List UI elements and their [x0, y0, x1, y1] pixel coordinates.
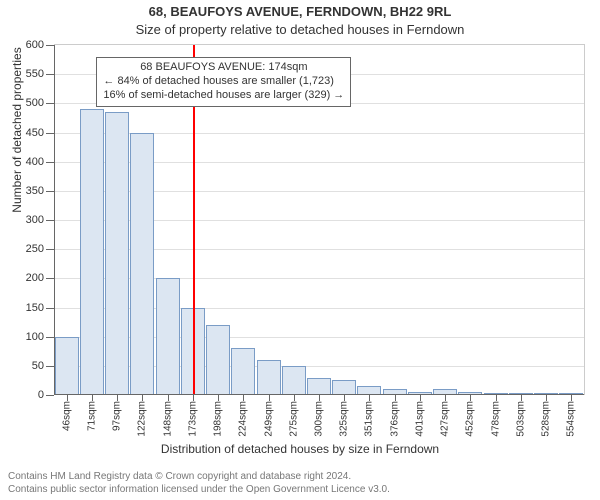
histogram-bar	[156, 278, 180, 395]
histogram-bar	[80, 109, 104, 395]
y-tick-label: 250	[26, 243, 44, 255]
x-tick-label: 300sqm	[314, 401, 325, 437]
histogram-bar	[257, 360, 281, 395]
y-tick	[46, 103, 54, 104]
histogram-bar	[282, 366, 306, 395]
footer-line2: Contains public sector information licen…	[8, 483, 592, 496]
x-tick-label: 275sqm	[288, 401, 299, 437]
y-tick	[46, 366, 54, 367]
y-tick	[46, 308, 54, 309]
histogram-bar	[55, 337, 79, 395]
plot-inner: 68 BEAUFOYS AVENUE: 174sqm← 84% of detac…	[54, 45, 584, 395]
y-tick-label: 500	[26, 97, 44, 109]
y-tick	[46, 74, 54, 75]
footer-attribution: Contains HM Land Registry data © Crown c…	[8, 470, 592, 496]
x-tick-label: 249sqm	[263, 401, 274, 437]
x-tick-label: 97sqm	[112, 401, 123, 431]
x-tick-label: 173sqm	[187, 401, 198, 437]
histogram-bar	[231, 348, 255, 395]
x-tick-label: 351sqm	[364, 401, 375, 437]
x-tick-label: 224sqm	[238, 401, 249, 437]
chart-title-line2: Size of property relative to detached ho…	[0, 22, 600, 37]
y-tick	[46, 45, 54, 46]
y-axis-line	[54, 45, 55, 395]
histogram-bar	[332, 380, 356, 395]
x-tick-label: 325sqm	[339, 401, 350, 437]
plot-area: 68 BEAUFOYS AVENUE: 174sqm← 84% of detac…	[54, 44, 585, 395]
y-tick	[46, 249, 54, 250]
x-axis-label: Distribution of detached houses by size …	[0, 442, 600, 456]
histogram-bar	[206, 325, 230, 395]
y-tick-label: 200	[26, 272, 44, 284]
annotation-box: 68 BEAUFOYS AVENUE: 174sqm← 84% of detac…	[96, 57, 351, 106]
y-axis-label: Number of detached properties	[10, 30, 24, 230]
histogram-bar	[307, 378, 331, 396]
annotation-line: 68 BEAUFOYS AVENUE: 174sqm	[103, 61, 344, 75]
y-tick	[46, 337, 54, 338]
y-tick-label: 150	[26, 302, 44, 314]
y-tick	[46, 278, 54, 279]
x-tick-label: 478sqm	[490, 401, 501, 437]
x-tick-label: 198sqm	[213, 401, 224, 437]
y-tick-label: 450	[26, 127, 44, 139]
y-tick-label: 0	[38, 389, 44, 401]
x-tick-label: 148sqm	[162, 401, 173, 437]
x-tick-label: 46sqm	[61, 401, 72, 431]
x-tick-label: 427sqm	[440, 401, 451, 437]
y-tick	[46, 395, 54, 396]
chart-container: 68, BEAUFOYS AVENUE, FERNDOWN, BH22 9RL …	[0, 0, 600, 500]
annotation-line: ← 84% of detached houses are smaller (1,…	[103, 75, 344, 89]
y-tick-label: 600	[26, 39, 44, 51]
x-tick-label: 503sqm	[515, 401, 526, 437]
y-tick-label: 50	[32, 360, 44, 372]
x-tick-label: 452sqm	[465, 401, 476, 437]
x-tick-label: 122sqm	[137, 401, 148, 437]
y-tick-label: 400	[26, 156, 44, 168]
y-tick-label: 300	[26, 214, 44, 226]
histogram-bar	[130, 133, 154, 396]
x-tick-label: 71sqm	[86, 401, 97, 431]
y-tick	[46, 220, 54, 221]
x-tick-label: 401sqm	[414, 401, 425, 437]
histogram-bar	[105, 112, 129, 395]
y-tick	[46, 191, 54, 192]
y-tick	[46, 133, 54, 134]
x-tick-label: 528sqm	[541, 401, 552, 437]
y-tick-label: 350	[26, 185, 44, 197]
chart-title-line1: 68, BEAUFOYS AVENUE, FERNDOWN, BH22 9RL	[0, 4, 600, 19]
annotation-line: 16% of semi-detached houses are larger (…	[103, 89, 344, 103]
y-tick-label: 550	[26, 68, 44, 80]
footer-line1: Contains HM Land Registry data © Crown c…	[8, 470, 592, 483]
x-tick-label: 376sqm	[389, 401, 400, 437]
y-tick-label: 100	[26, 331, 44, 343]
x-tick-label: 554sqm	[566, 401, 577, 437]
y-tick	[46, 162, 54, 163]
